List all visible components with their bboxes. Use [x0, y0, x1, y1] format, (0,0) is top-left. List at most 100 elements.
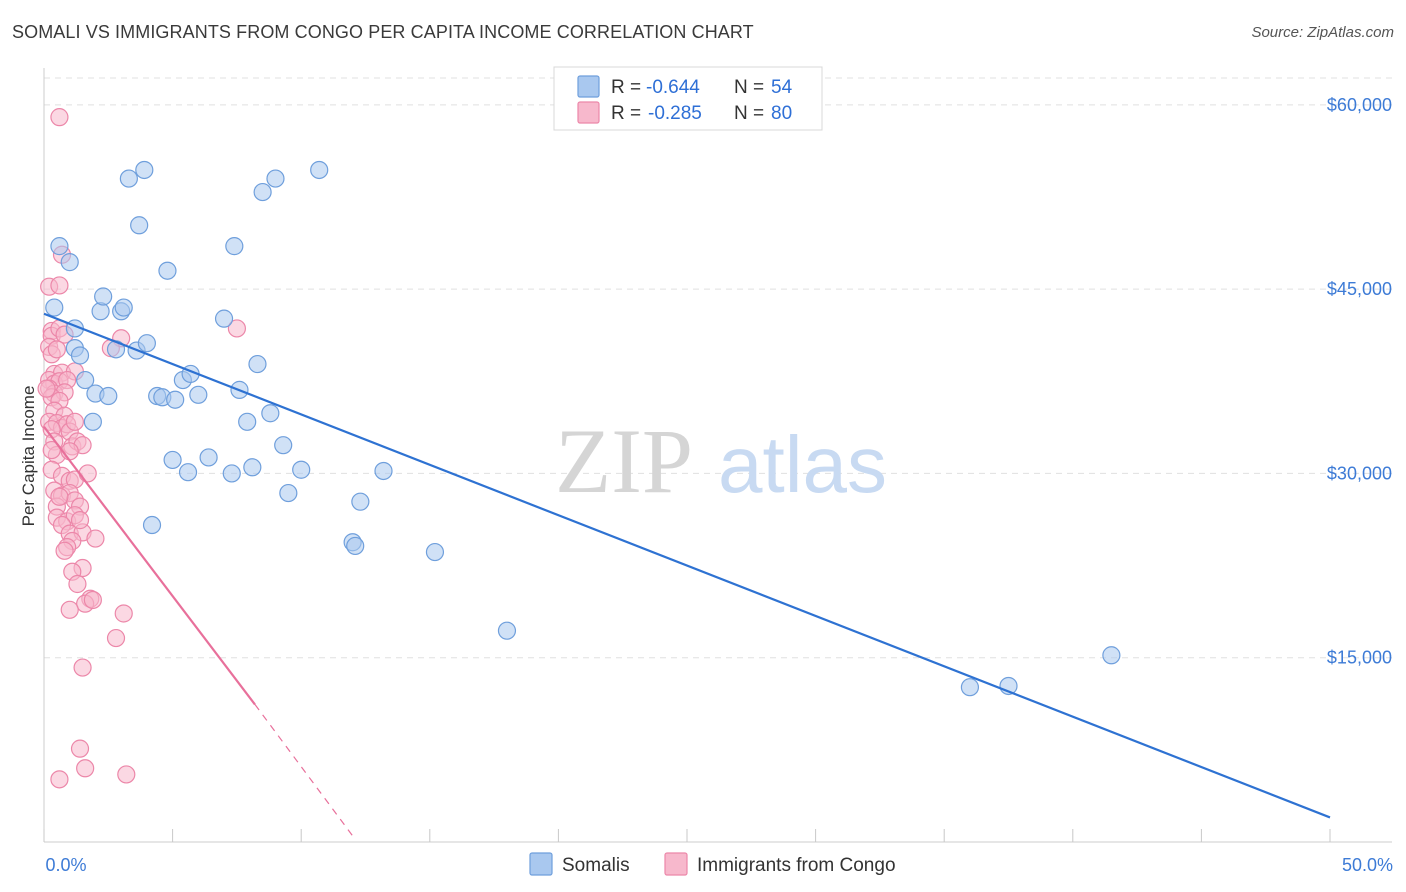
- congo-point: [70, 739, 90, 758]
- somali-point: [225, 237, 244, 256]
- legend-r-label-somali: R =: [611, 77, 641, 98]
- somali-point: [274, 436, 293, 455]
- legend-n-label-somali: N =: [734, 77, 764, 98]
- somali-point: [135, 160, 154, 180]
- somali-point: [1102, 646, 1121, 665]
- somali-point: [222, 464, 241, 483]
- somali-point: [374, 461, 393, 481]
- somali-point: [60, 253, 79, 272]
- x-tick-label: 0.0%: [45, 855, 86, 875]
- bottom-legend-label-somali: Somalis: [562, 855, 630, 876]
- somali-point: [91, 302, 110, 321]
- somali-point: [199, 448, 218, 467]
- somali-point: [310, 160, 329, 180]
- y-tick-label: $45,000: [1327, 279, 1392, 299]
- somali-point: [425, 542, 445, 562]
- legend-swatch-congo: [577, 101, 600, 124]
- congo-point: [55, 541, 74, 560]
- somali-point: [163, 450, 182, 470]
- congo-point: [117, 765, 136, 784]
- somali-point: [130, 216, 149, 235]
- somali-point: [142, 515, 162, 535]
- somali-point: [243, 458, 262, 477]
- x-tick-label: 50.0%: [1342, 855, 1393, 875]
- somali-point: [266, 169, 285, 188]
- somali-point: [279, 483, 298, 503]
- y-tick-label: $30,000: [1327, 463, 1392, 483]
- y-axis-label: Per Capita Income: [19, 386, 38, 527]
- somali-point: [346, 536, 365, 556]
- somali-point: [166, 390, 185, 409]
- y-tick-labels: $15,000 $30,000 $45,000 $60,000: [1327, 95, 1392, 668]
- somali-point: [83, 412, 102, 431]
- somali-point: [94, 287, 113, 306]
- congo-point: [50, 487, 69, 506]
- congo-points: [37, 108, 246, 789]
- source-label: Source: ZipAtlas.com: [1251, 24, 1394, 41]
- gridlines: [44, 77, 1392, 659]
- legend-box: R = -0.644 N = 54 R = -0.285 N = 80: [553, 66, 823, 131]
- somali-point: [253, 182, 272, 202]
- watermark: ZIP atlas: [555, 410, 887, 512]
- trend-lines: [43, 312, 1331, 837]
- congo-point: [227, 319, 246, 338]
- congo-point: [50, 108, 69, 127]
- somali-point: [178, 463, 198, 482]
- congo-point: [65, 412, 84, 431]
- somali-point: [70, 346, 90, 365]
- legend-n-label-congo: N =: [734, 103, 764, 124]
- y-tick-label: $60,000: [1327, 95, 1392, 115]
- legend-r-label-congo: R =: [611, 103, 641, 124]
- somali-point: [189, 385, 208, 404]
- somali-point: [114, 298, 133, 317]
- somali-point: [137, 334, 156, 353]
- bottom-legend-label-congo: Immigrants from Congo: [697, 855, 896, 876]
- congo-point: [83, 590, 102, 610]
- somali-trend-line: [43, 312, 1331, 819]
- congo-point: [47, 340, 66, 359]
- somali-point: [50, 237, 69, 256]
- y-tick-label: $15,000: [1327, 648, 1392, 668]
- legend-r-value-somali: -0.644: [646, 77, 700, 98]
- somali-point: [497, 621, 517, 640]
- congo-point: [50, 770, 69, 789]
- somali-point: [99, 386, 118, 406]
- axes: [43, 68, 1392, 843]
- congo-point: [86, 529, 105, 548]
- bottom-legend-swatch-somali: [529, 852, 553, 876]
- legend-n-value-somali: 54: [771, 77, 793, 98]
- congo-trend-extension: [254, 704, 354, 837]
- congo-point: [76, 759, 95, 778]
- somali-point: [292, 460, 311, 479]
- somali-point: [158, 261, 177, 280]
- somali-point: [351, 492, 370, 511]
- congo-point: [42, 440, 61, 460]
- somali-points: [45, 160, 1121, 697]
- watermark-zip: ZIP: [555, 410, 693, 512]
- congo-point: [78, 464, 97, 483]
- bottom-legend-swatch-congo: [664, 852, 688, 876]
- congo-point: [106, 628, 126, 648]
- congo-trend-line: [43, 426, 256, 706]
- legend-swatch-somali: [577, 75, 600, 98]
- somali-point: [960, 678, 980, 697]
- congo-point: [70, 511, 90, 530]
- somali-point: [76, 370, 95, 390]
- somali-point: [261, 404, 280, 423]
- somali-point: [45, 298, 64, 317]
- congo-point: [73, 658, 92, 677]
- congo-point: [37, 379, 56, 398]
- legend-r-value-congo: -0.285: [648, 103, 702, 124]
- somali-point: [238, 412, 257, 431]
- watermark-atlas: atlas: [718, 420, 887, 509]
- somali-point: [248, 354, 267, 374]
- bottom-legend: Somalis Immigrants from Congo: [529, 852, 896, 876]
- somali-point: [214, 309, 234, 328]
- congo-point: [68, 574, 87, 594]
- congo-point: [60, 600, 79, 619]
- chart-title: SOMALI VS IMMIGRANTS FROM CONGO PER CAPI…: [12, 22, 754, 42]
- congo-point: [114, 604, 133, 623]
- somali-point: [119, 169, 138, 188]
- x-tick-labels: 0.0% 50.0%: [45, 855, 1393, 875]
